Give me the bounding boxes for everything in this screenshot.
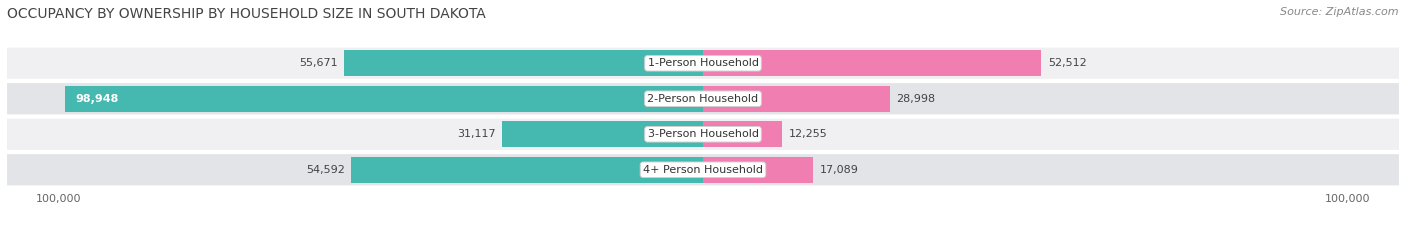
Text: 1-Person Household: 1-Person Household	[648, 58, 758, 68]
Text: 31,117: 31,117	[457, 129, 496, 139]
Text: 12,255: 12,255	[789, 129, 827, 139]
Text: 28,998: 28,998	[896, 94, 935, 104]
Text: 98,948: 98,948	[75, 94, 118, 104]
FancyBboxPatch shape	[7, 83, 1399, 114]
Bar	[703, 157, 813, 182]
Bar	[502, 121, 703, 147]
Text: Source: ZipAtlas.com: Source: ZipAtlas.com	[1281, 7, 1399, 17]
FancyBboxPatch shape	[7, 119, 1399, 150]
Text: 52,512: 52,512	[1047, 58, 1087, 68]
Text: 2-Person Household: 2-Person Household	[647, 94, 759, 104]
Bar	[703, 86, 890, 112]
Text: 17,089: 17,089	[820, 165, 859, 175]
FancyBboxPatch shape	[7, 48, 1399, 79]
Bar	[344, 51, 703, 76]
Text: 4+ Person Household: 4+ Person Household	[643, 165, 763, 175]
Text: OCCUPANCY BY OWNERSHIP BY HOUSEHOLD SIZE IN SOUTH DAKOTA: OCCUPANCY BY OWNERSHIP BY HOUSEHOLD SIZE…	[7, 7, 486, 21]
Bar	[703, 51, 1042, 76]
Bar	[65, 86, 703, 112]
Bar	[352, 157, 703, 182]
Text: 3-Person Household: 3-Person Household	[648, 129, 758, 139]
Text: 54,592: 54,592	[307, 165, 344, 175]
FancyBboxPatch shape	[7, 154, 1399, 185]
Bar	[703, 121, 782, 147]
Text: 55,671: 55,671	[299, 58, 337, 68]
